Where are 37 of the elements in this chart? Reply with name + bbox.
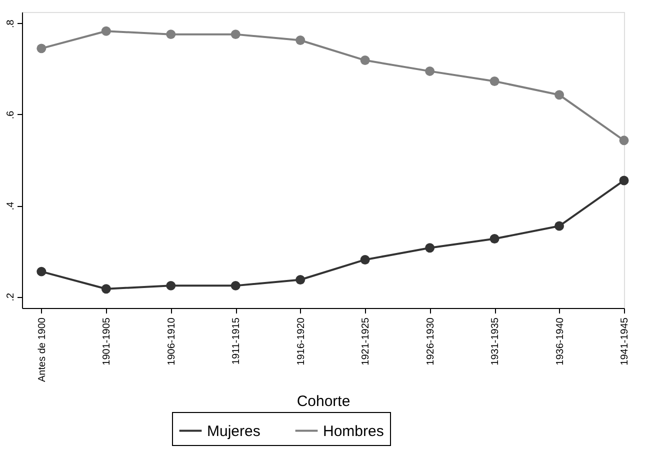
- point: [360, 254, 370, 264]
- legend-label: Mujeres: [207, 422, 260, 440]
- x-tick-label: 1931-1935: [490, 317, 502, 366]
- x-tick-label: 1926-1930: [425, 317, 436, 366]
- point: [230, 280, 240, 290]
- point: [619, 136, 629, 146]
- x-tick-label: 1911-1915: [231, 317, 242, 365]
- x-tick-label: Antes de 1900: [36, 317, 48, 382]
- point: [166, 30, 176, 40]
- point: [36, 44, 46, 54]
- x-tick-label: 1916-1920: [296, 317, 307, 366]
- x-tick-label: 1901-1905: [102, 317, 113, 366]
- point: [425, 243, 435, 253]
- x-tick-label: 1921-1925: [360, 317, 372, 366]
- y-tick-label: .8: [6, 19, 16, 28]
- x-tick-label: 1941-1945: [620, 317, 630, 366]
- point: [554, 221, 564, 231]
- y-tick-label: .4: [6, 201, 16, 210]
- point: [101, 284, 111, 294]
- legend-label: Hombres: [323, 422, 384, 440]
- y-tick-label: .2: [6, 292, 16, 302]
- point: [101, 26, 111, 36]
- x-axis-title: Cohorte: [296, 392, 350, 410]
- x-tick-label: 1936-1940: [554, 317, 566, 366]
- point: [296, 275, 306, 284]
- y-tick-label: .6: [6, 110, 16, 120]
- point: [425, 66, 435, 76]
- point: [296, 36, 306, 45]
- point: [36, 266, 46, 276]
- x-tick-label: 1906-1910: [166, 317, 178, 366]
- point: [166, 280, 176, 290]
- point: [554, 90, 564, 100]
- point: [619, 176, 629, 186]
- point: [490, 234, 500, 244]
- point: [360, 56, 370, 66]
- point: [490, 76, 500, 86]
- point: [230, 30, 240, 40]
